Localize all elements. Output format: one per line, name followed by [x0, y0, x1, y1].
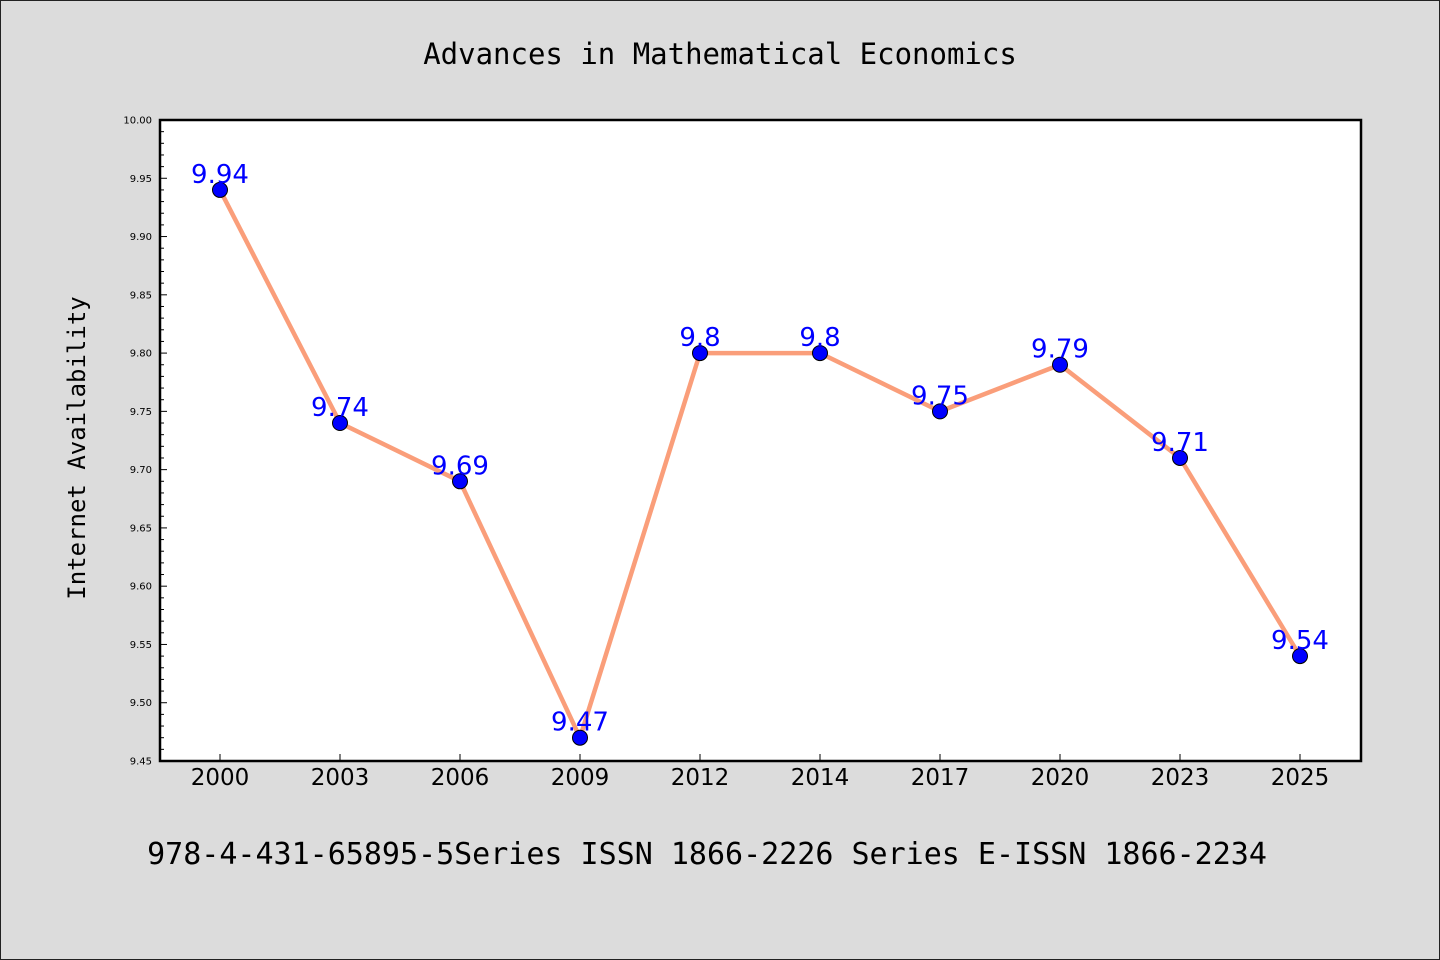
data-point-marker — [1172, 449, 1188, 466]
data-point-marker — [932, 403, 948, 420]
data-label: 9.47 — [551, 708, 609, 738]
x-tick-label: 2012 — [671, 765, 730, 791]
y-tick-label: 9.60 — [130, 582, 152, 593]
x-tick-label: 2014 — [791, 765, 850, 791]
y-tick-label: 9.75 — [130, 407, 152, 418]
data-label: 9.75 — [911, 381, 969, 411]
x-tick-label: 2009 — [551, 765, 610, 791]
data-label: 9.69 — [431, 451, 489, 481]
x-tick-label: 2023 — [1151, 765, 1210, 791]
data-point-marker — [1292, 648, 1308, 665]
marker-layer — [212, 181, 1308, 746]
x-tick-label: 2020 — [1031, 765, 1090, 791]
x-tick-label: 2003 — [311, 765, 370, 791]
y-axis-label: Internet Availability — [63, 296, 91, 599]
data-point-marker — [572, 729, 588, 746]
data-point-marker — [1052, 356, 1068, 373]
y-tick-label: 9.90 — [130, 232, 152, 243]
x-axis-ticks: 2000 2003 2006 2009 2012 2014 2017 2020 2023 2025 — [191, 754, 1330, 791]
series-layer — [217, 187, 1303, 740]
x-tick-label: 2000 — [191, 765, 250, 791]
data-label: 9.79 — [1031, 335, 1089, 365]
data-label-layer: 9.94 9.74 9.69 9.47 9.8 9.8 9.75 9.79 9.71 9.54 — [191, 160, 1329, 738]
y-tick-label: 9.55 — [130, 640, 152, 651]
data-point-marker — [812, 345, 828, 362]
footer-isbn-issn: 978-4-431-65895-5Series ISSN 1866-2226 S… — [147, 837, 1267, 872]
data-label: 9.71 — [1151, 428, 1209, 458]
data-label: 9.8 — [679, 323, 720, 353]
y-tick-label: 9.45 — [130, 757, 152, 768]
x-tick-label: 2025 — [1271, 765, 1330, 791]
data-label: 9.74 — [311, 393, 369, 423]
y-tick-label: 9.85 — [130, 290, 152, 301]
data-label: 9.94 — [191, 160, 249, 190]
y-tick-label: 10.00 — [123, 116, 152, 127]
data-label: 9.54 — [1271, 626, 1329, 656]
y-axis-ticks: 9.45 9.50 9.55 9.60 9.65 9.70 9.75 9.80 9.85 9.90… — [123, 116, 167, 768]
series-line — [217, 187, 1303, 740]
y-tick-label: 9.65 — [130, 523, 152, 534]
x-tick-label: 2006 — [431, 765, 490, 791]
data-point-marker — [212, 181, 228, 198]
data-point-marker — [332, 415, 348, 432]
y-tick-label: 9.70 — [130, 465, 152, 476]
y-tick-label: 9.50 — [130, 698, 152, 709]
chart-title: Advances in Mathematical Economics — [423, 37, 1017, 71]
x-tick-label: 2017 — [911, 765, 970, 791]
y-tick-label: 9.95 — [130, 174, 152, 185]
data-label: 9.8 — [799, 323, 840, 353]
y-tick-label: 9.80 — [130, 349, 152, 360]
data-point-marker — [692, 345, 708, 362]
data-point-marker — [452, 473, 468, 490]
